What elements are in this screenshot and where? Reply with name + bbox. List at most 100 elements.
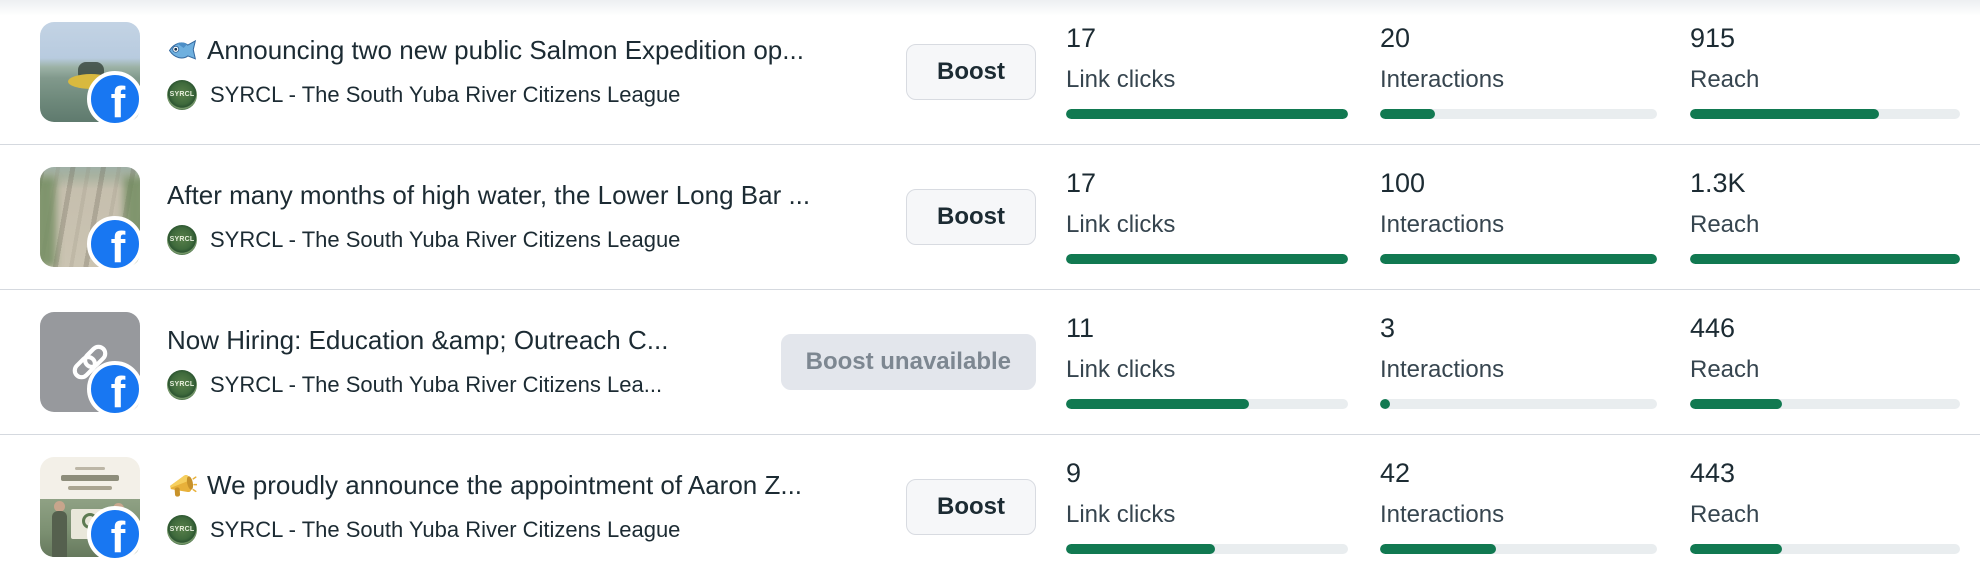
progress-track	[1380, 399, 1657, 409]
progress-fill	[1066, 399, 1250, 409]
post-title[interactable]: Announcing two new public Salmon Expedit…	[207, 35, 804, 66]
progress-track	[1690, 109, 1960, 119]
post-text-block: After many months of high water, the Low…	[140, 179, 906, 255]
metric-reach: 446 Reach	[1690, 315, 1960, 409]
post-text-block: Now Hiring: Education &amp; Outreach C..…	[140, 324, 781, 400]
boost-button[interactable]: Boost	[906, 189, 1036, 245]
metric-link-clicks: 11 Link clicks	[1066, 315, 1380, 409]
progress-track	[1066, 254, 1348, 264]
boost-button[interactable]: Boost	[906, 479, 1036, 535]
progress-track	[1690, 254, 1960, 264]
facebook-badge-icon: f	[87, 506, 143, 562]
progress-track	[1380, 254, 1657, 264]
post-title[interactable]: Now Hiring: Education &amp; Outreach C..…	[167, 325, 669, 356]
metrics-group: 17 Link clicks 20 Interactions 915 Reach	[1066, 25, 1960, 119]
progress-track	[1066, 109, 1348, 119]
facebook-badge-icon: f	[87, 216, 143, 272]
post-text-block: Announcing two new public Salmon Expedit…	[140, 34, 906, 110]
post-title[interactable]: We proudly announce the appointment of A…	[207, 470, 803, 501]
megaphone-emoji-icon	[167, 472, 197, 499]
page-name: SYRCL - The South Yuba River Citizens Le…	[210, 226, 681, 252]
progress-fill	[1690, 109, 1879, 119]
progress-fill	[1380, 544, 1497, 554]
post-thumbnail-announcement[interactable]: f	[40, 457, 143, 562]
metric-value: 11	[1066, 313, 1095, 343]
progress-fill	[1066, 254, 1348, 264]
post-row-3[interactable]: f Now Hiring: Education &amp; Outreach C…	[0, 289, 1980, 434]
metrics-group: 11 Link clicks 3 Interactions 446 Reach	[1066, 315, 1960, 409]
fish-emoji-icon	[167, 38, 197, 63]
metric-value: 443	[1690, 458, 1736, 488]
metric-value: 20	[1380, 23, 1411, 53]
progress-fill	[1066, 544, 1216, 554]
metrics-group: 17 Link clicks 100 Interactions 1.3K Rea…	[1066, 170, 1960, 264]
post-thumbnail-link[interactable]: f	[40, 312, 143, 417]
facebook-badge-icon: f	[87, 361, 143, 417]
metric-label: Reach	[1690, 356, 1760, 383]
metric-value: 17	[1066, 23, 1097, 53]
metric-value: 9	[1066, 458, 1082, 488]
metric-label: Link clicks	[1066, 66, 1176, 93]
metric-label: Interactions	[1380, 66, 1505, 93]
metric-link-clicks: 9 Link clicks	[1066, 460, 1380, 554]
metric-label: Reach	[1690, 501, 1760, 528]
metric-value: 915	[1690, 23, 1736, 53]
post-thumbnail-rafting[interactable]: f	[40, 22, 143, 127]
page-name: SYRCL - The South Yuba River Citizens Le…	[210, 516, 681, 542]
progress-track	[1066, 399, 1348, 409]
post-row-4[interactable]: f We proudly announce the appointmen	[0, 434, 1980, 578]
metrics-group: 9 Link clicks 42 Interactions 443 Reach	[1066, 460, 1960, 554]
metric-label: Reach	[1690, 211, 1760, 238]
metric-value: 100	[1380, 168, 1426, 198]
progress-fill	[1690, 254, 1960, 264]
link-icon	[72, 344, 108, 380]
metric-label: Interactions	[1380, 211, 1505, 238]
page-avatar: SYRCL	[167, 369, 197, 400]
progress-track	[1690, 399, 1960, 409]
progress-fill	[1690, 544, 1782, 554]
post-row-2[interactable]: f After many months of high water, the L…	[0, 144, 1980, 289]
metric-reach: 915 Reach	[1690, 25, 1960, 119]
post-text-block: We proudly announce the appointment of A…	[140, 469, 906, 545]
metric-value: 17	[1066, 168, 1097, 198]
metric-interactions: 3 Interactions	[1380, 315, 1690, 409]
boost-unavailable-button: Boost unavailable	[780, 334, 1036, 390]
metric-label: Link clicks	[1066, 211, 1176, 238]
progress-track	[1690, 544, 1960, 554]
facebook-badge-icon: f	[87, 71, 143, 127]
metric-label: Interactions	[1380, 356, 1505, 383]
page-avatar: SYRCL	[167, 514, 197, 545]
post-row-1[interactable]: f Announcing two new public Salmon Exped…	[0, 0, 1980, 144]
metric-value: 446	[1690, 313, 1736, 343]
metric-link-clicks: 17 Link clicks	[1066, 170, 1380, 264]
progress-fill	[1380, 254, 1657, 264]
metric-interactions: 20 Interactions	[1380, 25, 1690, 119]
metric-label: Link clicks	[1066, 501, 1176, 528]
progress-track	[1066, 544, 1348, 554]
metric-value: 1.3K	[1690, 168, 1746, 198]
page-name: SYRCL - The South Yuba River Citizens Le…	[210, 81, 681, 107]
post-title[interactable]: After many months of high water, the Low…	[167, 180, 811, 211]
page-avatar: SYRCL	[167, 79, 197, 110]
metric-link-clicks: 17 Link clicks	[1066, 25, 1380, 119]
progress-fill	[1380, 109, 1436, 119]
progress-fill	[1690, 399, 1782, 409]
metric-label: Reach	[1690, 66, 1760, 93]
metric-reach: 443 Reach	[1690, 460, 1960, 554]
progress-fill	[1380, 399, 1390, 409]
progress-track	[1380, 109, 1657, 119]
metric-interactions: 100 Interactions	[1380, 170, 1690, 264]
page-name: SYRCL - The South Yuba River Citizens Le…	[210, 371, 663, 397]
metric-label: Link clicks	[1066, 356, 1176, 383]
metric-label: Interactions	[1380, 501, 1505, 528]
metric-interactions: 42 Interactions	[1380, 460, 1690, 554]
metric-reach: 1.3K Reach	[1690, 170, 1960, 264]
boost-button[interactable]: Boost	[906, 44, 1036, 100]
page-avatar: SYRCL	[167, 224, 197, 255]
progress-track	[1380, 544, 1657, 554]
metric-value: 3	[1380, 313, 1396, 343]
post-thumbnail-aerial[interactable]: f	[40, 167, 143, 272]
metric-value: 42	[1380, 458, 1411, 488]
progress-fill	[1066, 109, 1348, 119]
